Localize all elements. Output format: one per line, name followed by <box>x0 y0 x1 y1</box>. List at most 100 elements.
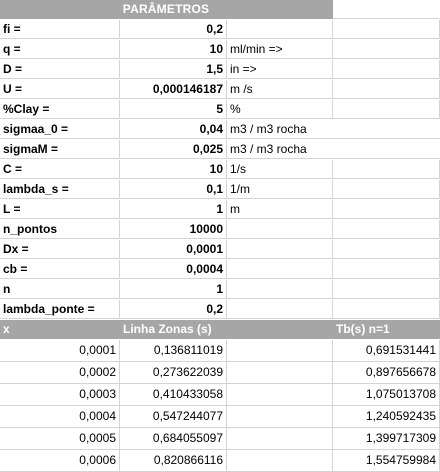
column-header-empty[interactable] <box>227 320 333 339</box>
param-label[interactable]: n_pontos <box>0 220 120 239</box>
empty-cell[interactable] <box>333 20 440 39</box>
param-unit[interactable]: 1/m <box>227 180 333 199</box>
param-value[interactable]: 0,1 <box>120 180 227 199</box>
param-value[interactable]: 1 <box>120 200 227 219</box>
column-header-linha-zonas[interactable]: Linha Zonas (s) <box>120 320 227 339</box>
cell-empty[interactable] <box>227 406 333 428</box>
param-label[interactable]: cb = <box>0 260 120 279</box>
cell-x[interactable]: 0,0003 <box>0 384 120 406</box>
param-value[interactable]: 0,0004 <box>120 260 227 279</box>
cell-empty[interactable] <box>227 450 333 472</box>
sheet-title[interactable]: PARÂMETROS <box>0 0 333 19</box>
cell-linha-zonas[interactable]: 0,410433058 <box>120 384 227 406</box>
cell-linha-zonas[interactable]: 0,820866116 <box>120 450 227 472</box>
param-unit[interactable]: % <box>227 100 333 119</box>
param-unit[interactable]: 1/s <box>227 160 333 179</box>
param-label[interactable]: n <box>0 280 120 299</box>
cell-x[interactable]: 0,0006 <box>0 450 120 472</box>
param-label[interactable]: sigmaa_0 = <box>0 120 120 139</box>
param-unit[interactable] <box>227 300 333 319</box>
cell-tb[interactable]: 1,075013708 <box>333 384 440 406</box>
param-unit[interactable]: m3 / m3 rocha <box>227 120 440 139</box>
cell-empty[interactable] <box>227 362 333 384</box>
param-row: lambda_s = 0,1 1/m <box>0 180 440 200</box>
param-value[interactable]: 0,2 <box>120 20 227 39</box>
param-label[interactable]: L = <box>0 200 120 219</box>
param-label[interactable]: q = <box>0 40 120 59</box>
param-row: D = 1,5 in => <box>0 60 440 80</box>
param-unit[interactable] <box>227 220 333 239</box>
table-header-row: x Linha Zonas (s) Tb(s) n=1 <box>0 320 440 340</box>
param-label[interactable]: lambda_s = <box>0 180 120 199</box>
cell-linha-zonas[interactable]: 0,136811019 <box>120 340 227 362</box>
param-value[interactable]: 0,0001 <box>120 240 227 259</box>
param-value[interactable]: 1,5 <box>120 60 227 79</box>
param-value[interactable]: 0,04 <box>120 120 227 139</box>
cell-empty[interactable] <box>227 340 333 362</box>
param-unit[interactable]: in => <box>227 60 333 79</box>
empty-cell[interactable] <box>333 200 440 219</box>
cell-x[interactable]: 0,0002 <box>0 362 120 384</box>
table-row: 0,0003 0,410433058 1,075013708 <box>0 384 440 406</box>
table-row: 0,0001 0,136811019 0,691531441 <box>0 340 440 362</box>
param-unit[interactable]: m <box>227 200 333 219</box>
param-value[interactable]: 0,025 <box>120 140 227 159</box>
param-unit[interactable]: m /s <box>227 80 333 99</box>
cell-linha-zonas[interactable]: 0,273622039 <box>120 362 227 384</box>
title-blank-cell[interactable] <box>333 0 440 19</box>
cell-tb[interactable]: 0,897656678 <box>333 362 440 384</box>
cell-tb[interactable]: 0,691531441 <box>333 340 440 362</box>
param-unit[interactable] <box>227 260 333 279</box>
param-label[interactable]: %Clay = <box>0 100 120 119</box>
empty-cell[interactable] <box>333 60 440 79</box>
param-label[interactable]: U = <box>0 80 120 99</box>
param-row: n_pontos 10000 <box>0 220 440 240</box>
cell-linha-zonas[interactable]: 0,547244077 <box>120 406 227 428</box>
param-value[interactable]: 0,2 <box>120 300 227 319</box>
table-row: 0,0005 0,684055097 1,399717309 <box>0 428 440 450</box>
param-unit[interactable] <box>227 280 333 299</box>
cell-tb[interactable]: 1,399717309 <box>333 428 440 450</box>
param-unit[interactable] <box>227 240 333 259</box>
param-row: lambda_ponte = 0,2 <box>0 300 440 320</box>
empty-cell[interactable] <box>333 220 440 239</box>
param-value[interactable]: 1 <box>120 280 227 299</box>
empty-cell[interactable] <box>333 260 440 279</box>
empty-cell[interactable] <box>333 180 440 199</box>
param-label[interactable]: C = <box>0 160 120 179</box>
param-label[interactable]: Dx = <box>0 240 120 259</box>
column-header-x[interactable]: x <box>0 320 120 339</box>
param-value[interactable]: 0,000146187 <box>120 80 227 99</box>
cell-tb[interactable]: 1,554759984 <box>333 450 440 472</box>
param-value[interactable]: 5 <box>120 100 227 119</box>
param-unit[interactable] <box>227 20 333 39</box>
cell-tb[interactable]: 1,240592435 <box>333 406 440 428</box>
cell-x[interactable]: 0,0004 <box>0 406 120 428</box>
param-value[interactable]: 10 <box>120 160 227 179</box>
cell-empty[interactable] <box>227 384 333 406</box>
empty-cell[interactable] <box>333 300 440 319</box>
empty-cell[interactable] <box>333 40 440 59</box>
param-value[interactable]: 10 <box>120 40 227 59</box>
column-header-tb[interactable]: Tb(s) n=1 <box>333 320 440 339</box>
empty-cell[interactable] <box>333 280 440 299</box>
empty-cell[interactable] <box>333 160 440 179</box>
param-unit[interactable]: ml/min => <box>227 40 333 59</box>
cell-x[interactable]: 0,0005 <box>0 428 120 450</box>
param-row: C = 10 1/s <box>0 160 440 180</box>
param-label[interactable]: lambda_ponte = <box>0 300 120 319</box>
data-table-body: 0,0001 0,136811019 0,691531441 0,0002 0,… <box>0 340 440 472</box>
cell-linha-zonas[interactable]: 0,684055097 <box>120 428 227 450</box>
param-value[interactable]: 10000 <box>120 220 227 239</box>
empty-cell[interactable] <box>333 80 440 99</box>
param-row: n 1 <box>0 280 440 300</box>
param-label[interactable]: sigmaM = <box>0 140 120 159</box>
empty-cell[interactable] <box>333 240 440 259</box>
param-unit[interactable]: m3 / m3 rocha <box>227 140 440 159</box>
param-label[interactable]: D = <box>0 60 120 79</box>
param-label[interactable]: fi = <box>0 20 120 39</box>
cell-empty[interactable] <box>227 428 333 450</box>
cell-x[interactable]: 0,0001 <box>0 340 120 362</box>
empty-cell[interactable] <box>333 100 440 119</box>
param-row: L = 1 m <box>0 200 440 220</box>
